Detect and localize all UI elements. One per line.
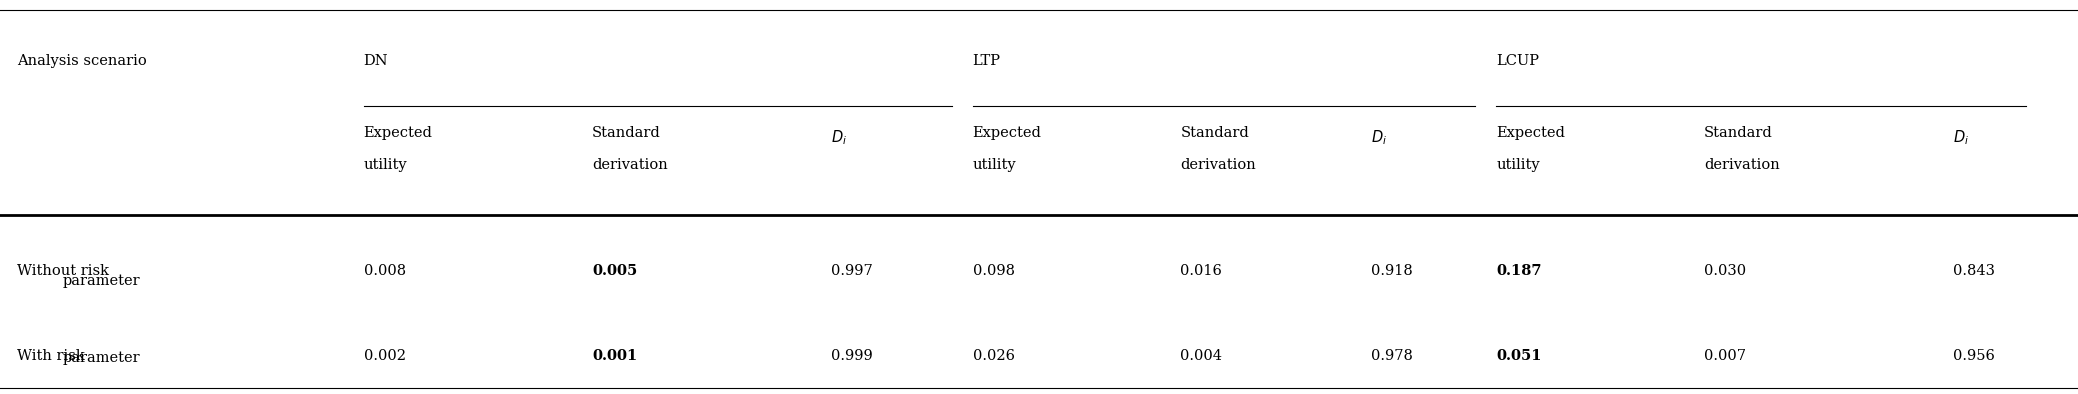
Text: 0.026: 0.026 bbox=[973, 349, 1014, 363]
Text: 0.005: 0.005 bbox=[592, 264, 638, 278]
Text: Standard: Standard bbox=[1704, 126, 1773, 140]
Text: 0.016: 0.016 bbox=[1180, 264, 1222, 278]
Text: 0.030: 0.030 bbox=[1704, 264, 1746, 278]
Text: 0.001: 0.001 bbox=[592, 349, 638, 363]
Text: Expected: Expected bbox=[973, 126, 1041, 140]
Text: Expected: Expected bbox=[364, 126, 432, 140]
Text: utility: utility bbox=[1496, 158, 1540, 172]
Text: Analysis scenario: Analysis scenario bbox=[17, 54, 145, 68]
Text: 0.956: 0.956 bbox=[1953, 349, 1995, 363]
Text: 0.098: 0.098 bbox=[973, 264, 1014, 278]
Text: utility: utility bbox=[973, 158, 1016, 172]
Text: 0.187: 0.187 bbox=[1496, 264, 1542, 278]
Text: parameter: parameter bbox=[62, 351, 139, 365]
Text: derivation: derivation bbox=[1180, 158, 1255, 172]
Text: 0.051: 0.051 bbox=[1496, 349, 1542, 363]
Text: utility: utility bbox=[364, 158, 407, 172]
Text: parameter: parameter bbox=[62, 274, 139, 288]
Text: $D_i$: $D_i$ bbox=[831, 128, 848, 147]
Text: 0.007: 0.007 bbox=[1704, 349, 1746, 363]
Text: $D_i$: $D_i$ bbox=[1371, 128, 1388, 147]
Text: 0.004: 0.004 bbox=[1180, 349, 1222, 363]
Text: 0.918: 0.918 bbox=[1371, 264, 1413, 278]
Text: Standard: Standard bbox=[592, 126, 661, 140]
Text: 0.978: 0.978 bbox=[1371, 349, 1413, 363]
Text: derivation: derivation bbox=[1704, 158, 1779, 172]
Text: Without risk: Without risk bbox=[17, 264, 108, 278]
Text: DN: DN bbox=[364, 54, 389, 68]
Text: $D_i$: $D_i$ bbox=[1953, 128, 1970, 147]
Text: 0.008: 0.008 bbox=[364, 264, 405, 278]
Text: Expected: Expected bbox=[1496, 126, 1565, 140]
Text: LCUP: LCUP bbox=[1496, 54, 1540, 68]
Text: 0.002: 0.002 bbox=[364, 349, 405, 363]
Text: 0.997: 0.997 bbox=[831, 264, 873, 278]
Text: LTP: LTP bbox=[973, 54, 1000, 68]
Text: With risk: With risk bbox=[17, 349, 85, 363]
Text: derivation: derivation bbox=[592, 158, 667, 172]
Text: 0.999: 0.999 bbox=[831, 349, 873, 363]
Text: Standard: Standard bbox=[1180, 126, 1249, 140]
Text: 0.843: 0.843 bbox=[1953, 264, 1995, 278]
